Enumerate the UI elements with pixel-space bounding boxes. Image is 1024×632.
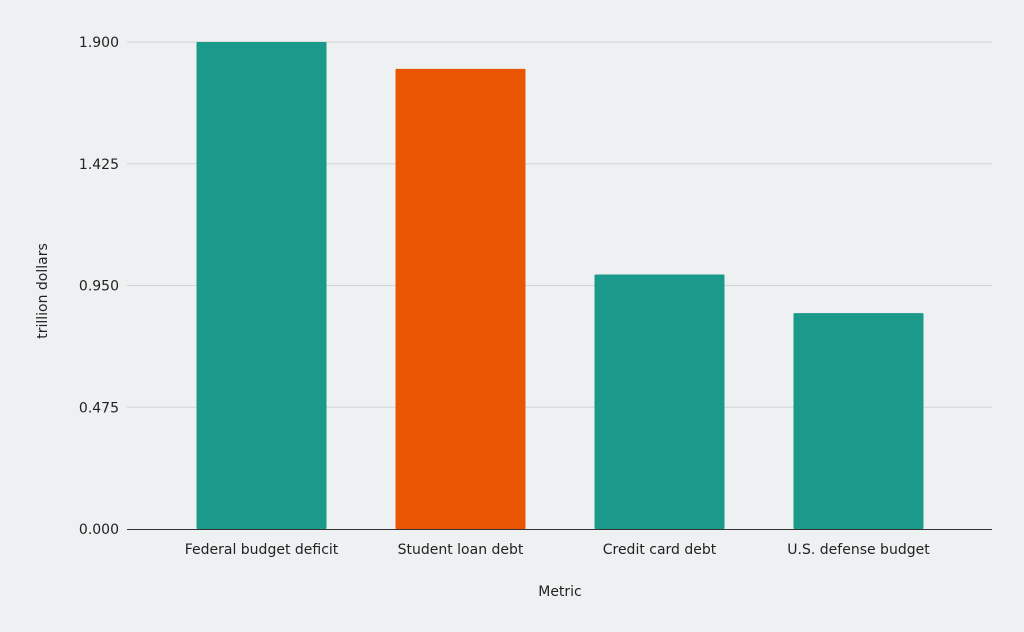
y-tick-label: 0.950: [79, 279, 119, 295]
bar-credit-card-debt: [594, 274, 725, 529]
x-tick-label: Credit card debt: [603, 542, 717, 558]
bar-u-s-defense-budget: [793, 313, 924, 529]
x-axis-title: Metric: [538, 584, 582, 600]
x-tick-label: Student loan debt: [398, 542, 524, 558]
bar-federal-budget-deficit: [196, 42, 327, 529]
y-tick-label: 0.000: [79, 522, 119, 538]
y-tick-label: 0.475: [79, 400, 119, 416]
bar-student-loan-debt: [395, 68, 526, 530]
bars: [196, 42, 924, 530]
x-tick-label: U.S. defense budget: [787, 542, 930, 558]
y-axis-ticks: 0.000 0.475 0.950 1.425 1.900: [79, 35, 119, 538]
y-tick-label: 1.900: [79, 35, 119, 51]
x-axis-ticks: Federal budget deficit Student loan debt C…: [185, 542, 930, 558]
y-axis-title: trillion dollars: [35, 243, 51, 339]
x-tick-label: Federal budget deficit: [185, 542, 339, 558]
y-tick-label: 1.425: [79, 157, 119, 173]
